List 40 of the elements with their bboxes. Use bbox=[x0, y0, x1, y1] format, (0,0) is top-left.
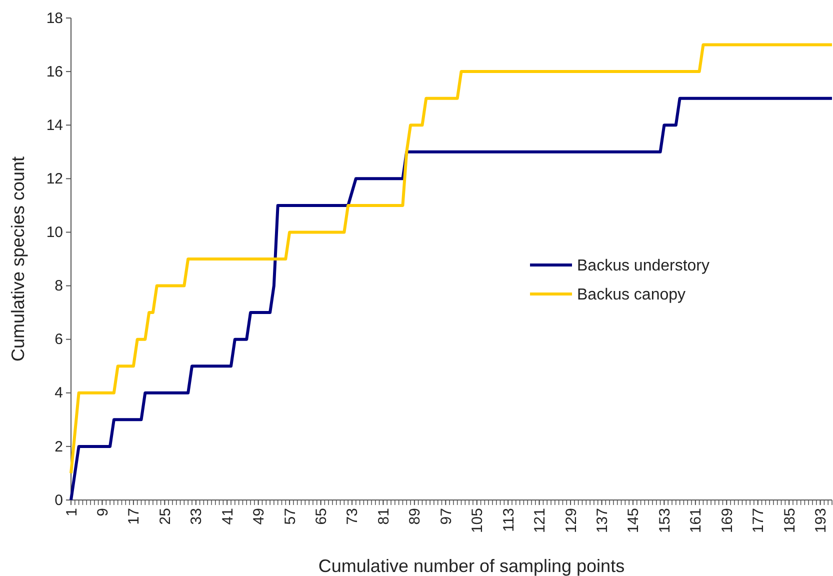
x-tick-label: 9 bbox=[94, 508, 112, 516]
x-tick-label: 161 bbox=[688, 508, 705, 534]
x-tick-label: 177 bbox=[750, 508, 768, 534]
x-tick-label: 97 bbox=[438, 508, 455, 525]
y-tick-label: 6 bbox=[54, 331, 63, 348]
x-tick-label: 169 bbox=[718, 508, 736, 534]
x-tick-label: 137 bbox=[594, 508, 611, 534]
x-tick-label: 17 bbox=[126, 508, 143, 525]
x-tick-label: 113 bbox=[500, 508, 518, 532]
x-tick-label: 185 bbox=[781, 508, 798, 534]
y-tick-label: 2 bbox=[54, 438, 63, 456]
y-tick-label: 0 bbox=[54, 492, 63, 509]
y-tick-label: 16 bbox=[46, 63, 63, 80]
line-series bbox=[70, 43, 833, 475]
x-tick-label: 121 bbox=[532, 508, 549, 534]
x-tick-label: 89 bbox=[406, 508, 424, 525]
x-tick-label: 65 bbox=[313, 508, 330, 525]
x-tick-label: 145 bbox=[625, 508, 642, 534]
x-tick-label: 1 bbox=[63, 508, 80, 516]
x-tick-label: 41 bbox=[219, 508, 236, 525]
y-tick-label: 12 bbox=[46, 170, 63, 188]
x-tick-label: 73 bbox=[344, 508, 362, 525]
x-tick-label: 33 bbox=[188, 508, 206, 525]
x-tick-label: 57 bbox=[282, 508, 299, 525]
x-tick-label: 25 bbox=[156, 508, 174, 525]
x-tick-label: 129 bbox=[562, 508, 580, 534]
y-axis-title: Cumulative species count bbox=[8, 156, 28, 362]
legend-label: Backus canopy bbox=[577, 286, 686, 304]
y-tick-label: 18 bbox=[46, 10, 63, 27]
x-axis-title: Cumulative number of sampling points bbox=[318, 556, 625, 576]
y-tick-label: 14 bbox=[46, 116, 63, 134]
y-tick-label: 8 bbox=[54, 278, 63, 295]
x-tick-label: 49 bbox=[250, 508, 268, 525]
x-tick-label: 153 bbox=[656, 508, 674, 534]
x-tick-label: 193 bbox=[812, 508, 830, 534]
y-tick-label: 4 bbox=[54, 384, 63, 402]
x-tick-label: 105 bbox=[469, 508, 486, 534]
legend-label: Backus understory bbox=[577, 258, 710, 275]
x-tick-label: 81 bbox=[375, 508, 392, 525]
y-tick-label: 10 bbox=[46, 224, 63, 242]
